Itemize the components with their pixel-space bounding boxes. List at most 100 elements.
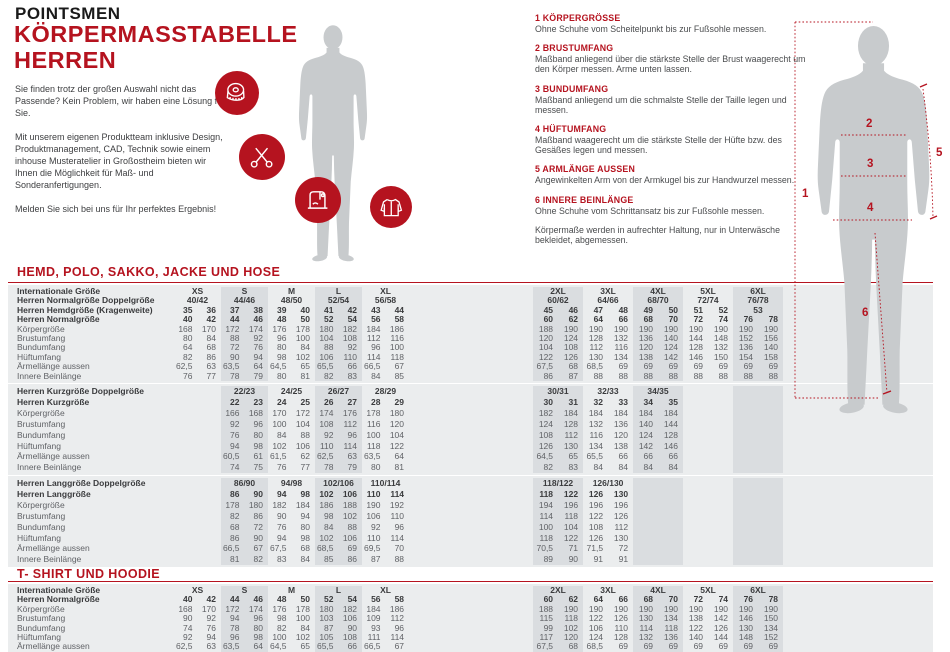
spacer-cell	[409, 287, 533, 296]
size-cell: 77	[300, 462, 310, 473]
size-cell: 90	[277, 510, 287, 521]
instruction-text: Ohne Schuhe vom Scheitelpunkt bis zur Fu…	[535, 24, 767, 34]
size-cell: 115	[539, 614, 554, 624]
size-cell	[658, 554, 683, 565]
size-cell	[633, 489, 658, 500]
spacer-cell	[409, 386, 533, 397]
size-cell: 186	[389, 604, 405, 614]
spacer-cell	[409, 372, 533, 381]
size-table-normalgroesse: Internationale Größe XS S M L XL 2XL 3XL 4XL 5XL 6…	[8, 285, 934, 384]
spacer-cell	[409, 462, 533, 473]
size-cell: 122	[538, 352, 554, 362]
row-label: Ärmellänge aussen	[17, 642, 90, 652]
size-cell: 92	[371, 521, 381, 532]
size-cell: L	[335, 287, 342, 296]
size-cell: 117	[539, 633, 554, 643]
size-cell: 106	[342, 532, 358, 543]
size-cell: 104	[389, 429, 404, 440]
table-row: Körpergröße 166 168 170 172 174 176 178 180 182 18…	[8, 408, 933, 419]
size-cell: 134	[663, 614, 679, 624]
size-cell	[658, 533, 683, 544]
size-cell: 24/25	[280, 386, 303, 396]
size-cell: 168	[248, 407, 263, 418]
table-row: Bundumfang 68 72 76 80 84 88 92 96 100 104 108 112	[8, 522, 933, 533]
size-cell: 4XL	[650, 287, 666, 296]
size-cell	[174, 533, 198, 544]
size-cell	[683, 386, 733, 397]
size-cell: 44	[230, 315, 240, 325]
size-cell: 130	[613, 532, 629, 543]
size-cell: 144	[688, 334, 704, 344]
size-cell: 170	[201, 324, 216, 334]
size-cell: 5XL	[700, 586, 716, 595]
size-cell: 116	[614, 343, 629, 353]
size-cell: 124	[663, 343, 679, 353]
spacer-cell	[409, 633, 533, 642]
size-cell: 96	[394, 623, 405, 633]
size-cell: 106	[342, 614, 358, 624]
size-cell	[708, 419, 733, 430]
size-cell: 126	[538, 440, 553, 451]
table-row: Hüftumfang 94 98 102 106 110 114 118 122 126 130 13…	[8, 441, 933, 452]
size-cell	[758, 543, 783, 554]
size-cell: 96	[253, 614, 264, 624]
size-cell: 64,5	[269, 642, 287, 652]
size-cell	[733, 408, 758, 419]
size-cell: 102	[295, 633, 311, 643]
size-cell: 65	[300, 362, 311, 372]
size-cell	[683, 554, 708, 565]
row-label: Brustumfang	[17, 614, 66, 624]
row-label: Herren Hemdgröße (Kragenweite)	[17, 305, 153, 315]
size-cell: 102	[319, 532, 334, 543]
size-cell: 66	[643, 451, 653, 462]
table-row: Brustumfang 92 96 100 104 108 112 116 120 124 128 1…	[8, 419, 933, 430]
size-cell: 94	[230, 614, 240, 624]
row-label: Hüftumfang	[17, 352, 61, 362]
size-cell	[174, 489, 198, 500]
size-cell: 130	[563, 440, 578, 451]
size-cell	[198, 489, 222, 500]
size-cell: 63	[347, 451, 357, 462]
spacer-cell	[783, 511, 933, 522]
size-cell	[198, 408, 222, 419]
size-cell: 180	[389, 407, 404, 418]
size-cell: 26	[324, 396, 334, 407]
table-row: Bundumfang 76 80 84 88 92 96 100 104 108 112 116 120…	[8, 430, 933, 441]
row-label: Körpergröße	[17, 499, 65, 510]
size-cell: 68/70	[647, 296, 669, 306]
size-cell: 33	[618, 396, 628, 407]
size-cell: 92	[253, 334, 264, 344]
size-cell: 98	[300, 488, 310, 499]
size-cell: 106	[295, 440, 310, 451]
size-cell: 110/114	[370, 478, 401, 488]
size-cell: 184	[366, 324, 381, 334]
size-cell: 128	[563, 418, 578, 429]
size-cell	[658, 500, 683, 511]
instruction-text: Maßband anliegend über die stärkste Stel…	[535, 54, 806, 75]
size-cell: 52	[324, 315, 334, 325]
size-cell	[683, 462, 708, 473]
size-cell: 98	[277, 614, 287, 624]
size-cell: 124	[563, 334, 579, 344]
size-cell: 72	[230, 343, 240, 353]
size-cell: 22/23	[233, 386, 256, 396]
jacket-badge	[370, 186, 412, 228]
size-cell: 104	[295, 418, 310, 429]
size-cell: 32/33	[597, 386, 619, 396]
size-cell: 110	[319, 440, 334, 451]
measurement-lines	[794, 21, 938, 399]
size-cell	[633, 522, 658, 533]
size-cell: 96	[347, 429, 357, 440]
size-cell: 130	[588, 352, 604, 362]
size-cell	[733, 554, 758, 565]
size-cell: 78	[768, 595, 779, 605]
size-cell: 128	[663, 429, 678, 440]
size-cell: 63	[206, 642, 216, 652]
size-cell: 140	[663, 334, 679, 344]
size-cell: 72/74	[697, 296, 719, 306]
size-cell	[758, 522, 783, 533]
size-cell: 109	[366, 614, 381, 624]
size-cell: 3XL	[600, 287, 616, 296]
size-cell: 96	[371, 343, 381, 353]
spacer-cell	[409, 343, 533, 352]
